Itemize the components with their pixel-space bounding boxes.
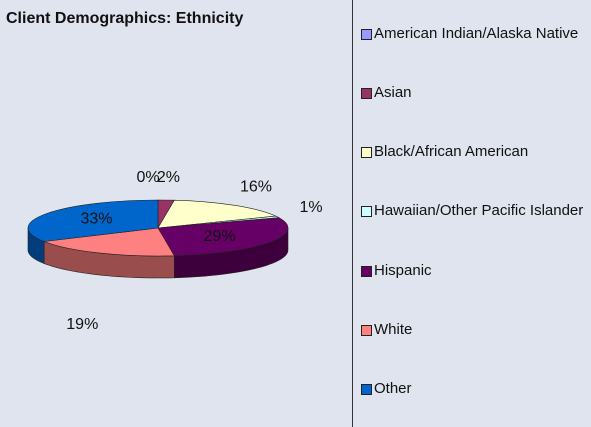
legend-swatch bbox=[361, 87, 372, 99]
legend-label: Hispanic bbox=[374, 261, 432, 279]
slice bbox=[43, 227, 175, 257]
data-label: 2% bbox=[157, 169, 180, 186]
legend: American Indian/Alaska Native Asian Black/… bbox=[352, 0, 591, 427]
slice bbox=[157, 199, 277, 229]
legend-item: White bbox=[361, 320, 587, 340]
legend-item: Hawaiian/Other Pacific Islander bbox=[361, 201, 587, 221]
legend-label: Hawaiian/Other Pacific Islander bbox=[374, 202, 584, 220]
data-label: 16% bbox=[240, 178, 272, 195]
legend-label: Black/African American bbox=[374, 143, 529, 161]
legend-swatch bbox=[361, 384, 372, 396]
legend-swatch bbox=[361, 206, 372, 218]
data-label: 19% bbox=[66, 316, 98, 333]
legend-swatch bbox=[361, 147, 372, 159]
legend-item: American Indian/Alaska Native bbox=[361, 24, 587, 44]
slice bbox=[27, 199, 159, 242]
legend-item: Asian bbox=[361, 83, 587, 103]
chart-title: Client Demographics: Ethnicity bbox=[6, 10, 244, 27]
data-label: 0% bbox=[136, 169, 159, 186]
chart: 0%2% 16% 1% 29% 19% 33% bbox=[27, 169, 323, 333]
legend-item: Other bbox=[361, 379, 587, 399]
legend-swatch bbox=[361, 325, 372, 337]
legend-label: Other bbox=[374, 380, 412, 398]
legend-swatch bbox=[361, 265, 372, 277]
legend-swatch bbox=[361, 28, 372, 40]
legend-item: Hispanic bbox=[361, 261, 587, 281]
data-label: 1% bbox=[299, 199, 322, 216]
slice bbox=[157, 217, 289, 257]
legend-label: White bbox=[374, 321, 413, 339]
data-label: 29% bbox=[204, 228, 236, 245]
legend-label: American Indian/Alaska Native bbox=[374, 24, 579, 42]
data-label: 33% bbox=[80, 211, 112, 228]
legend-label: Asian bbox=[374, 83, 412, 101]
legend-item: Black/African American bbox=[361, 142, 587, 162]
